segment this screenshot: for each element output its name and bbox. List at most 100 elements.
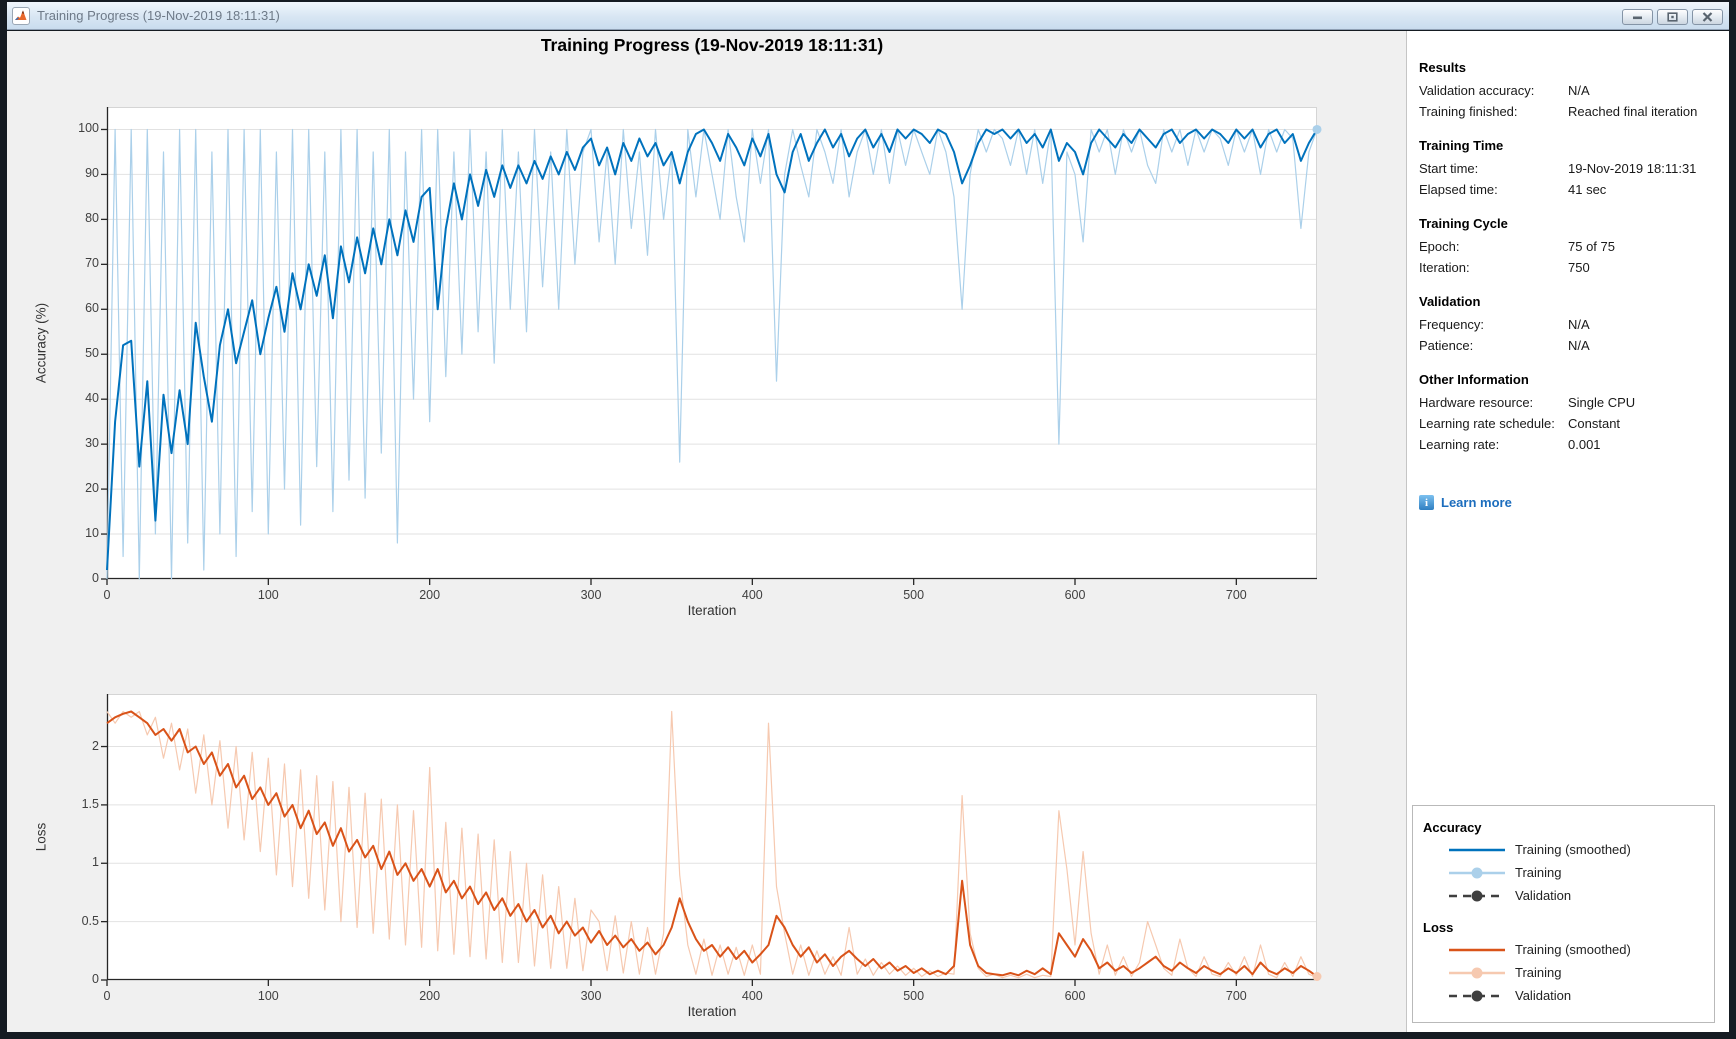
legend-item: Training (1423, 861, 1714, 884)
legend-sample-line-icon (1448, 966, 1506, 980)
section-title: Results (1419, 60, 1466, 75)
info-row: Training finished: Reached final iterati… (1419, 101, 1721, 122)
section-title: Validation (1419, 294, 1481, 309)
tick-label: 1.5 (81, 796, 99, 811)
accuracy-x-axis-label: Iteration (687, 603, 737, 618)
info-value: 0.001 (1568, 437, 1601, 452)
learn-more-link[interactable]: i Learn more (1419, 495, 1721, 510)
info-label: Training finished: (1419, 104, 1518, 119)
section-other-information: Other Information Hardware resource: Sin… (1419, 369, 1721, 455)
loss-x-axis-label: Iteration (687, 1004, 737, 1019)
tick-label: 100 (78, 121, 99, 136)
legend-group-title: Accuracy (1423, 820, 1482, 835)
tick-label: 0 (92, 571, 99, 585)
minimize-button[interactable] (1622, 9, 1653, 25)
info-value: N/A (1568, 338, 1590, 353)
tick-label: 60 (85, 301, 99, 316)
section-title: Training Cycle (1419, 216, 1508, 231)
figure-area: Training Progress (19-Nov-2019 18:11:31)… (7, 31, 1729, 1032)
info-value: 41 sec (1568, 182, 1607, 197)
window-title: Training Progress (19-Nov-2019 18:11:31) (37, 8, 280, 23)
legend-item: Validation (1423, 884, 1714, 907)
legend-group-accuracy: Accuracy Training (smoothed) Training Va… (1423, 820, 1714, 907)
info-row: Validation accuracy: N/A (1419, 80, 1721, 101)
loss-plot: Loss Iteration 0 0.5 1 1.5 2 0 100 200 300 400 500… (34, 694, 1322, 1019)
tick-label: 300 (580, 989, 602, 1003)
info-value: N/A (1568, 317, 1590, 332)
loss-y-axis-label: Loss (33, 822, 49, 852)
tick-label: 600 (1064, 588, 1086, 602)
titlebar[interactable]: Training Progress (19-Nov-2019 18:11:31) (7, 2, 1729, 30)
section-title: Other Information (1419, 372, 1529, 387)
info-value: Reached final iteration (1568, 104, 1698, 119)
info-label: Frequency: (1419, 317, 1485, 332)
info-label: Start time: (1419, 161, 1479, 176)
tick-label: 30 (85, 436, 99, 451)
matlab-icon (12, 6, 30, 25)
info-value: 19-Nov-2019 18:11:31 (1568, 161, 1697, 176)
tick-label: 1 (92, 855, 99, 870)
tick-label: 0 (92, 972, 99, 986)
info-row: Frequency: N/A (1419, 314, 1721, 335)
minimize-icon (1633, 16, 1642, 19)
legend-sample-line-icon (1448, 989, 1506, 1003)
legend-sample-line-icon (1448, 843, 1506, 857)
maximize-button[interactable] (1657, 9, 1688, 25)
info-label: Hardware resource: (1419, 395, 1534, 410)
tick-label: 0.5 (81, 913, 99, 928)
learn-more-label: Learn more (1441, 495, 1512, 510)
legend-sample-line-icon (1448, 889, 1506, 903)
info-value: 750 (1568, 260, 1590, 275)
tick-label: 40 (85, 391, 99, 406)
tick-label: 100 (257, 588, 279, 602)
tick-label: 200 (419, 989, 441, 1003)
info-label: Epoch: (1419, 239, 1460, 254)
info-row: Elapsed time: 41 sec (1419, 179, 1721, 200)
window-controls (1622, 9, 1723, 25)
legend-group-loss: Loss Training (smoothed) Training Valida… (1423, 920, 1714, 1007)
info-row: Hardware resource: Single CPU (1419, 392, 1721, 413)
tick-label: 0 (103, 989, 111, 1003)
legend-sample-line-icon (1448, 866, 1506, 880)
legend-item-label: Validation (1515, 988, 1572, 1003)
tick-label: 200 (419, 588, 441, 602)
section-validation: Validation Frequency: N/A Patience: N/A (1419, 291, 1721, 356)
close-button[interactable] (1692, 9, 1723, 25)
info-label: Elapsed time: (1419, 182, 1498, 197)
info-icon: i (1419, 495, 1434, 510)
info-row: Epoch: 75 of 75 (1419, 236, 1721, 257)
tick-label: 100 (257, 989, 279, 1003)
legend-item-label: Training (1515, 865, 1562, 880)
tick-label: 300 (580, 588, 602, 602)
legend-item: Validation (1423, 984, 1714, 1007)
info-value: Constant (1568, 416, 1621, 431)
accuracy-plot: Accuracy (%) Iteration 0 10 20 30 40 50 60 70 80… (34, 107, 1322, 618)
section-training-time: Training Time Start time: 19-Nov-2019 18… (1419, 135, 1721, 200)
info-value: N/A (1568, 83, 1590, 98)
legend-item: Training (smoothed) (1423, 838, 1714, 861)
section-training-cycle: Training Cycle Epoch: 75 of 75 Iteration… (1419, 213, 1721, 278)
tick-label: 90 (85, 166, 99, 181)
info-label: Learning rate schedule: (1419, 416, 1555, 431)
info-row: Start time: 19-Nov-2019 18:11:31 (1419, 158, 1721, 179)
tick-label: 50 (85, 346, 99, 361)
tick-label: 500 (903, 588, 925, 602)
tick-label: 600 (1064, 989, 1086, 1003)
info-row: Learning rate schedule: Constant (1419, 413, 1721, 434)
legend-item: Training (smoothed) (1423, 938, 1714, 961)
tick-label: 70 (85, 256, 99, 271)
legend-item-label: Training (smoothed) (1515, 842, 1631, 857)
legend-box: Accuracy Training (smoothed) Training Va… (1412, 805, 1715, 1023)
info-row: Iteration: 750 (1419, 257, 1721, 278)
legend-group-title: Loss (1423, 920, 1454, 935)
tick-label: 400 (741, 989, 763, 1003)
info-label: Patience: (1419, 338, 1474, 353)
maximize-icon (1667, 12, 1678, 22)
info-label: Learning rate: (1419, 437, 1500, 452)
info-value: Single CPU (1568, 395, 1636, 410)
legend-item-label: Training (1515, 965, 1562, 980)
tick-label: 500 (903, 989, 925, 1003)
legend-item-label: Training (smoothed) (1515, 942, 1631, 957)
close-icon (1702, 12, 1713, 22)
